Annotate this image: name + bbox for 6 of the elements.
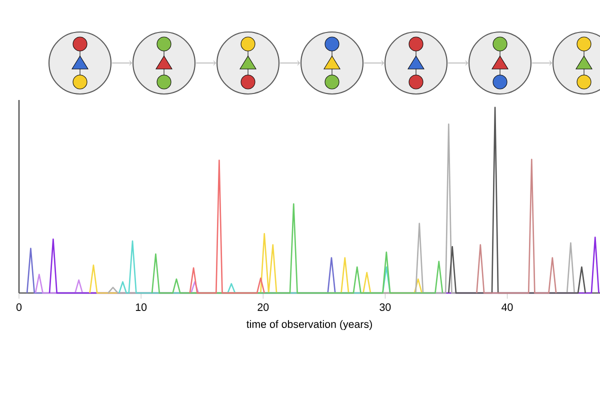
x-tick-label: 10 [136, 303, 147, 311]
x-tick-label: 30 [380, 303, 391, 311]
x-tick-label: 40 [502, 303, 513, 311]
x-tick-label: 20 [258, 303, 269, 311]
x-tick-label: 0 [16, 303, 22, 311]
x-axis-title: time of observation (years) [246, 320, 372, 330]
